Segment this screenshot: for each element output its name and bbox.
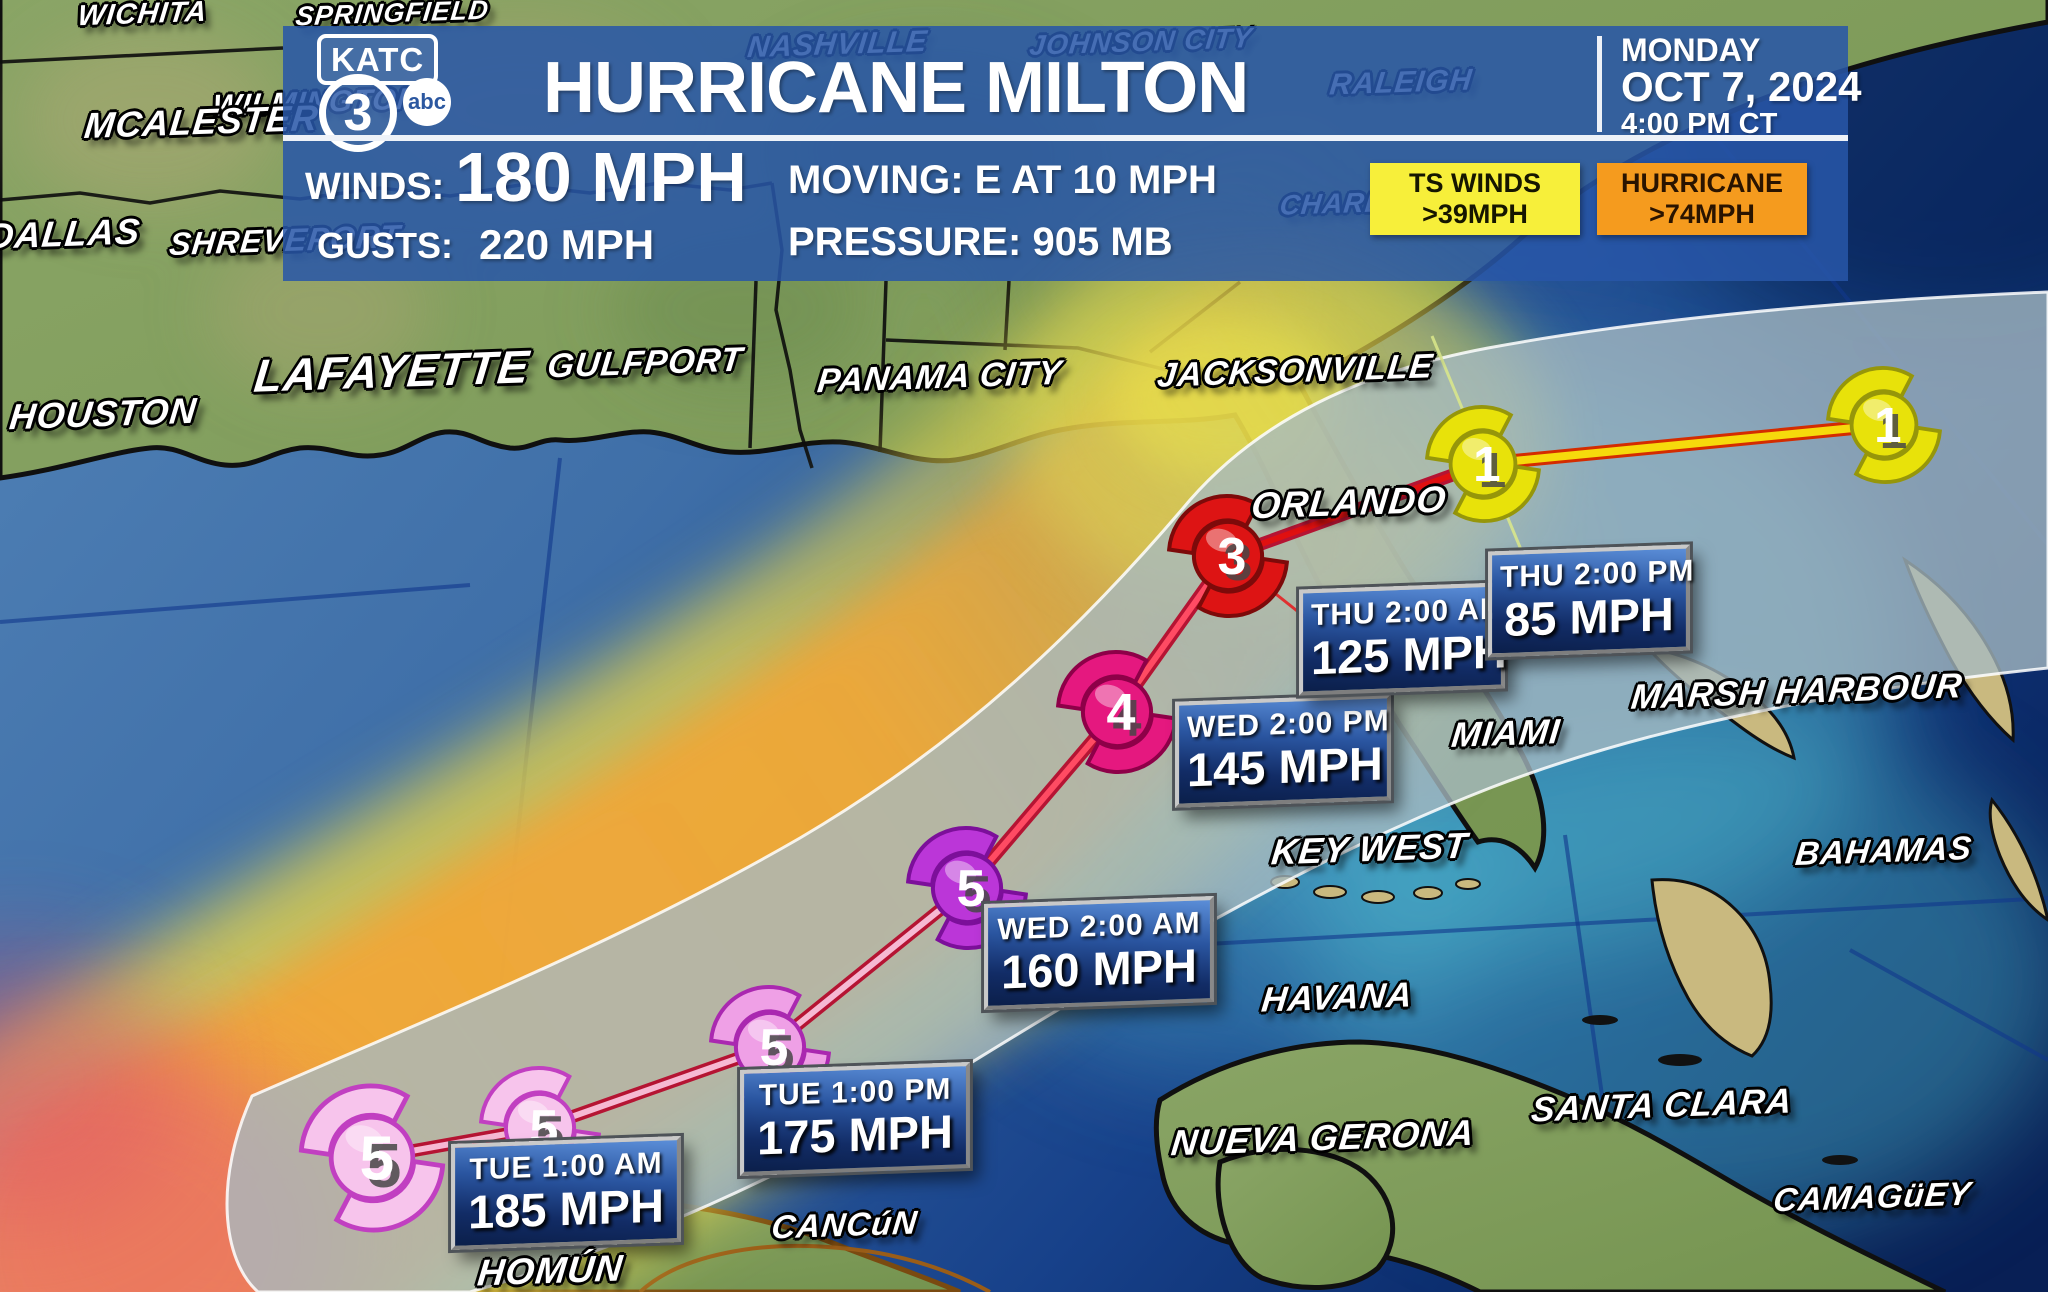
svg-text:1: 1 bbox=[1473, 437, 1500, 492]
hurricane-icon: 11 bbox=[1826, 366, 1942, 484]
winds-value: 180 MPH bbox=[455, 138, 747, 216]
city-label-dallas: DALLAS bbox=[0, 210, 143, 257]
forecast-label-1: TUE 1:00 AM 185 MPH bbox=[451, 1135, 681, 1251]
forecast-speed: 85 MPH bbox=[1504, 587, 1674, 646]
station-logo: KATC 3 abc bbox=[311, 34, 496, 152]
forecast-label-4: WED 2:00 PM 145 MPH bbox=[1175, 694, 1391, 809]
page-title: HURRICANE MILTON bbox=[543, 48, 1249, 128]
svg-text:1: 1 bbox=[1880, 404, 1907, 459]
header-separator bbox=[1597, 36, 1602, 132]
svg-text:5: 5 bbox=[359, 1125, 394, 1194]
forecast-speed: 175 MPH bbox=[757, 1104, 953, 1165]
forecast-speed: 160 MPH bbox=[1001, 938, 1197, 999]
svg-text:5: 5 bbox=[957, 860, 986, 918]
cuba-land bbox=[1153, 1039, 1947, 1292]
forecast-speed: 125 MPH bbox=[1311, 624, 1507, 685]
svg-text:5: 5 bbox=[367, 1132, 402, 1201]
legend-ts-line1: TS WINDS bbox=[1409, 168, 1541, 198]
pressure-value: 905 MB bbox=[1032, 220, 1173, 264]
forecast-label-2: TUE 1:00 PM 175 MPH bbox=[740, 1061, 970, 1177]
city-label-orlando: ORLANDO bbox=[1249, 478, 1449, 527]
city-label-key-west: KEY WEST bbox=[1269, 824, 1471, 873]
moving-value: E AT 10 MPH bbox=[974, 158, 1217, 202]
cuba-cays bbox=[1582, 1015, 1921, 1210]
city-label-panama-city: PANAMA CITY bbox=[815, 353, 1064, 401]
city-label-santa-clara: SANTA CLARA bbox=[1529, 1081, 1795, 1130]
hurricane-icon: 33 bbox=[1166, 493, 1290, 619]
abc-network-logo: abc bbox=[403, 78, 451, 126]
legend-hurricane: HURRICANE >74MPH bbox=[1597, 163, 1807, 235]
hurricane-icon: 55 bbox=[298, 1083, 446, 1233]
moving-line: MOVING: E AT 10 MPH bbox=[788, 160, 1217, 200]
svg-text:4: 4 bbox=[1107, 684, 1136, 742]
city-label-bahamas: BAHAMAS bbox=[1793, 828, 1975, 873]
city-label-lafayette: LAFAYETTE bbox=[251, 340, 533, 402]
city-label-jacksonville: JACKSONVILLE bbox=[1155, 347, 1436, 395]
svg-text:4: 4 bbox=[1113, 690, 1142, 748]
gusts-label: GUSTS: bbox=[317, 225, 454, 266]
city-label-wichita: WICHITA bbox=[76, 0, 209, 33]
hurricane-icon: 44 bbox=[1055, 649, 1179, 775]
banner-divider bbox=[283, 135, 1848, 141]
yucatan-road bbox=[638, 1243, 991, 1292]
legend-ts-winds: TS WINDS >39MPH bbox=[1370, 163, 1580, 235]
gusts-value: 220 MPH bbox=[479, 221, 655, 268]
forecast-label-5: THU 2:00 AM 125 MPH bbox=[1299, 582, 1507, 696]
moving-label: MOVING: bbox=[788, 158, 964, 202]
svg-text:1: 1 bbox=[1874, 398, 1901, 453]
katc-logo-text: KATC bbox=[317, 34, 439, 85]
header-day: MONDAY bbox=[1621, 32, 1761, 68]
city-label-havana: HAVANA bbox=[1259, 975, 1415, 1020]
city-label-camag-ey: CAMAGüEY bbox=[1771, 1174, 1974, 1219]
city-label-gulfport: GULFPORT bbox=[545, 340, 745, 386]
header-time: 4:00 PM CT bbox=[1621, 108, 1778, 140]
city-label-hom-n: HOMÚN bbox=[475, 1247, 626, 1292]
header-banner: KATC 3 abc HURRICANE MILTON MONDAY OCT 7… bbox=[283, 26, 1861, 281]
pressure-label: PRESSURE: bbox=[788, 220, 1022, 264]
forecast-label-6: THU 2:00 PM 85 MPH bbox=[1488, 544, 1694, 658]
forecast-speed: 145 MPH bbox=[1187, 736, 1383, 797]
forecast-label-3: WED 2:00 AM 160 MPH bbox=[984, 895, 1214, 1011]
winds-label: WINDS: bbox=[305, 166, 445, 208]
legend-hurricane-line1: HURRICANE bbox=[1621, 168, 1783, 198]
header-date: OCT 7, 2024 bbox=[1621, 63, 1862, 110]
hurricane-icon: 11 bbox=[1425, 405, 1541, 523]
svg-text:3: 3 bbox=[1218, 528, 1247, 586]
svg-text:1: 1 bbox=[1479, 443, 1506, 498]
legend-hurricane-line2: >74MPH bbox=[1649, 199, 1755, 229]
svg-text:3: 3 bbox=[1224, 534, 1253, 592]
svg-text:5: 5 bbox=[760, 1019, 789, 1077]
legend-ts-line2: >39MPH bbox=[1422, 199, 1528, 229]
city-label-houston: HOUSTON bbox=[7, 389, 199, 438]
city-label-miami: MIAMI bbox=[1449, 712, 1563, 755]
pressure-line: PRESSURE: 905 MB bbox=[788, 222, 1173, 262]
forecast-speed: 185 MPH bbox=[468, 1178, 664, 1239]
city-label-canc-n: CANCúN bbox=[769, 1203, 920, 1246]
